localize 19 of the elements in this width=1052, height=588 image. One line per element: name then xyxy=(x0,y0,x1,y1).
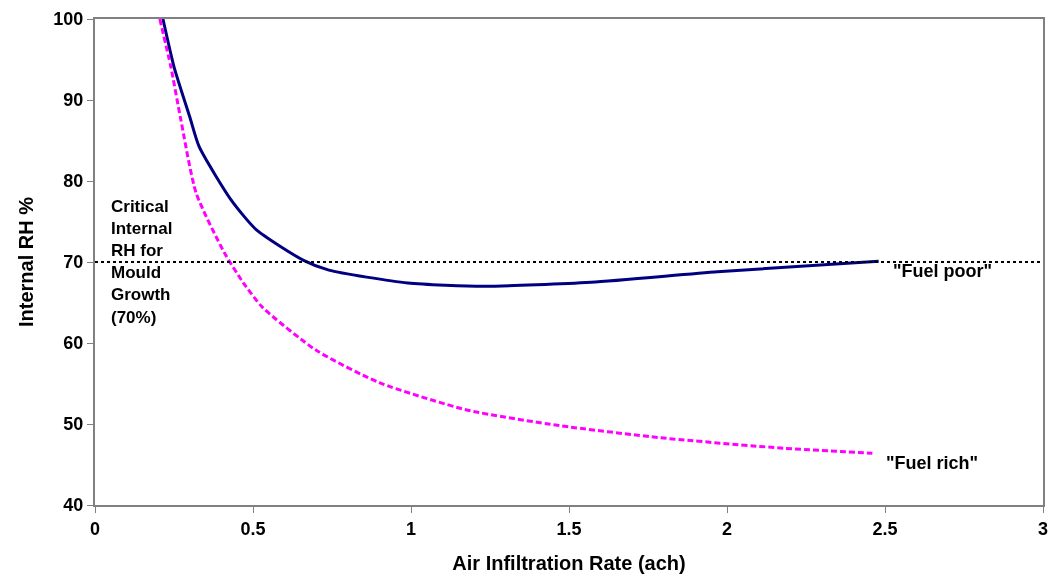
x-tick-label: 0 xyxy=(89,518,101,539)
y-tick-label: 50 xyxy=(63,414,84,435)
y-tick-label: 100 xyxy=(53,9,84,30)
y-tick-label: 90 xyxy=(63,90,84,111)
y-axis-title: Internal RH % xyxy=(15,196,38,328)
x-axis-title: Air Infiltration Rate (ach) xyxy=(452,551,686,574)
x-tick-label: 2 xyxy=(721,518,733,539)
series-label: "Fuel rich" xyxy=(886,453,979,473)
y-tick-label: 60 xyxy=(63,333,84,354)
y-tick-label: 40 xyxy=(63,495,84,516)
x-tick-label: 1.5 xyxy=(556,518,582,539)
x-tick-label: 3 xyxy=(1037,518,1049,539)
x-tick-label: 1 xyxy=(405,518,417,539)
y-tick-label: 70 xyxy=(63,252,84,273)
series-label: "Fuel poor" xyxy=(893,261,993,281)
ref-line-label: Critical Internal RH for Mould Growth (70%) xyxy=(111,197,173,327)
x-tick-label: 0.5 xyxy=(240,518,266,539)
y-tick-label: 80 xyxy=(63,171,84,192)
x-tick-label: 2.5 xyxy=(872,518,898,539)
